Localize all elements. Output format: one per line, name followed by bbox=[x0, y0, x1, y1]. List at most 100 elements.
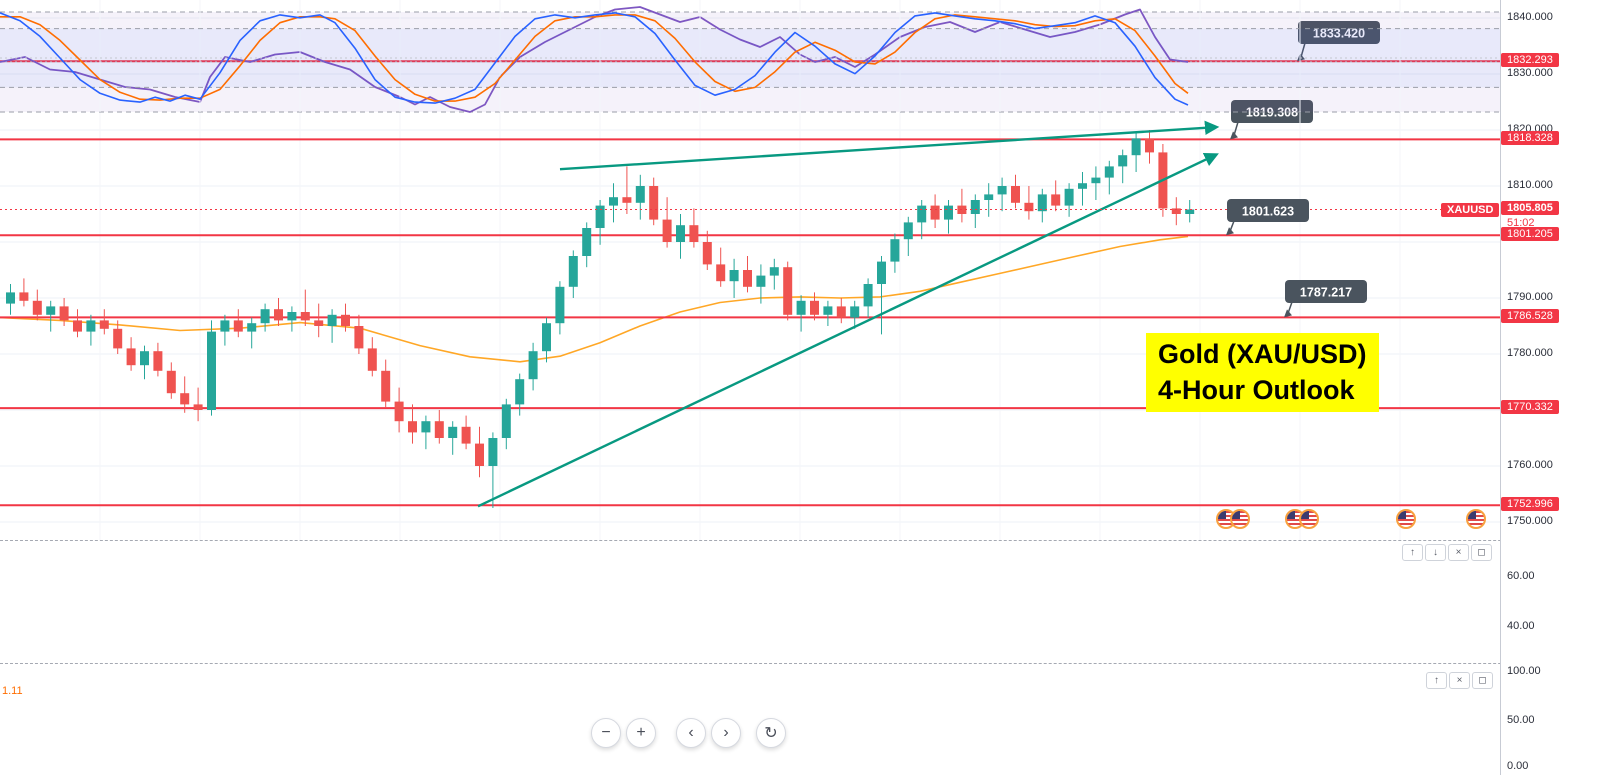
price-callout[interactable]: 1801.623 bbox=[1226, 199, 1309, 236]
price-axis-tick: 1780.000 bbox=[1507, 347, 1553, 359]
candle-up bbox=[1104, 160, 1114, 195]
candle-down bbox=[367, 337, 377, 377]
candle-up bbox=[542, 317, 551, 363]
candle-up bbox=[635, 174, 645, 220]
reset-view-button[interactable]: ↻ bbox=[756, 718, 786, 748]
stoch-value-label: 1.11 bbox=[2, 685, 23, 697]
close-pane-button[interactable]: × bbox=[1449, 672, 1470, 689]
candle-down bbox=[341, 303, 350, 332]
bar-countdown: 51:02 bbox=[1507, 217, 1535, 229]
move-pane-up-button[interactable]: ↑ bbox=[1426, 672, 1447, 689]
candle-up bbox=[1131, 132, 1141, 172]
candle-up bbox=[729, 258, 739, 298]
zoom-in-button[interactable]: + bbox=[626, 718, 656, 748]
economic-event-marker[interactable] bbox=[1466, 509, 1486, 529]
level-price-label: 1786.528 bbox=[1501, 309, 1559, 323]
candle-down bbox=[930, 194, 940, 228]
level-price-label: 1801.205 bbox=[1501, 227, 1559, 241]
trendline[interactable] bbox=[477, 153, 1219, 508]
candle-up bbox=[247, 317, 257, 349]
candle-up bbox=[917, 200, 927, 240]
candle-down bbox=[180, 376, 190, 413]
level-price-label: 1770.332 bbox=[1501, 400, 1559, 414]
candle-up bbox=[997, 177, 1007, 212]
candle-up bbox=[756, 264, 766, 304]
candle-up bbox=[1185, 200, 1195, 223]
economic-event-marker[interactable] bbox=[1216, 509, 1250, 529]
candle-down bbox=[153, 342, 163, 377]
candle-up bbox=[6, 284, 15, 315]
candle-down bbox=[662, 197, 672, 248]
scroll-right-button[interactable]: › bbox=[711, 718, 741, 748]
candle-up bbox=[528, 342, 538, 391]
price-axis-tick: 1790.000 bbox=[1507, 291, 1553, 303]
svg-text:1787.217: 1787.217 bbox=[1300, 286, 1352, 300]
price-scale[interactable]: 1840.000 1830.000 1820.000 1810.000 1790.000… bbox=[1500, 0, 1616, 775]
candle-down bbox=[233, 309, 243, 338]
price-axis-tick: 1840.000 bbox=[1507, 11, 1553, 23]
price-axis-tick: 1810.000 bbox=[1507, 179, 1553, 191]
candle-up bbox=[488, 432, 498, 508]
candle-up bbox=[850, 300, 860, 329]
trendline[interactable] bbox=[559, 120, 1220, 171]
candle-up bbox=[1091, 166, 1101, 200]
candle-down bbox=[1171, 197, 1181, 226]
pane-separator[interactable] bbox=[0, 540, 1616, 541]
scroll-left-button[interactable]: ‹ bbox=[676, 718, 706, 748]
candle-up bbox=[582, 222, 592, 268]
price-callout[interactable]: 1787.217 bbox=[1284, 280, 1367, 318]
candle-down bbox=[810, 292, 819, 321]
move-pane-up-button[interactable]: ↑ bbox=[1402, 544, 1423, 561]
economic-event-marker[interactable] bbox=[1285, 509, 1319, 529]
candle-down bbox=[73, 309, 82, 338]
price-callout[interactable]: 1833.420 bbox=[1297, 21, 1380, 62]
stoch-pane-toolbar: ↑ × ◻ bbox=[1426, 672, 1493, 689]
candle-down bbox=[702, 230, 712, 270]
stochastic-indicator-pane[interactable] bbox=[0, 0, 1500, 112]
annotation-note[interactable]: Gold (XAU/USD) 4-Hour Outlook bbox=[1146, 333, 1379, 413]
maximize-pane-button[interactable]: ◻ bbox=[1471, 544, 1492, 561]
candle-up bbox=[796, 295, 806, 332]
candle-down bbox=[689, 208, 699, 248]
zoom-out-button[interactable]: − bbox=[591, 718, 621, 748]
candle-down bbox=[166, 362, 176, 399]
candle-down bbox=[434, 410, 444, 444]
pane-separator[interactable] bbox=[0, 663, 1616, 664]
candle-down bbox=[59, 298, 69, 326]
candle-down bbox=[394, 387, 404, 433]
candle-down bbox=[1011, 174, 1020, 209]
candle-up bbox=[609, 183, 618, 223]
move-pane-down-button[interactable]: ↓ bbox=[1425, 544, 1446, 561]
candle-up bbox=[501, 398, 511, 450]
maximize-pane-button[interactable]: ◻ bbox=[1472, 672, 1493, 689]
close-pane-button[interactable]: × bbox=[1448, 544, 1469, 561]
candle-down bbox=[1145, 130, 1154, 164]
candle-down bbox=[381, 359, 391, 408]
stoch-axis-tick: 50.00 bbox=[1507, 714, 1535, 726]
price-axis-tick: 1750.000 bbox=[1507, 515, 1553, 527]
candle-down bbox=[743, 256, 752, 293]
candle-up bbox=[448, 421, 458, 455]
candle-up bbox=[515, 373, 525, 416]
candle-up bbox=[823, 300, 833, 326]
candle-up bbox=[595, 200, 605, 245]
candle-down bbox=[113, 320, 123, 354]
candle-up bbox=[207, 320, 216, 416]
price-axis-tick: 1830.000 bbox=[1507, 67, 1553, 79]
candle-up bbox=[877, 256, 886, 335]
candle-down bbox=[716, 247, 726, 287]
rsi-pane-toolbar: ↑ ↓ × ◻ bbox=[1402, 544, 1492, 561]
current-price-axis-label: 1805.805 bbox=[1501, 201, 1559, 215]
symbol-price-flag: XAUUSD bbox=[1441, 203, 1500, 217]
candle-down bbox=[649, 177, 659, 226]
candle-down bbox=[19, 278, 29, 307]
candles bbox=[6, 130, 1195, 508]
rsi-axis-tick: 60.00 bbox=[1507, 570, 1535, 582]
candle-up bbox=[1078, 172, 1087, 206]
economic-event-marker[interactable] bbox=[1396, 509, 1416, 529]
stoch-axis-tick: 100.00 bbox=[1507, 665, 1541, 677]
candle-down bbox=[354, 314, 364, 354]
candle-down bbox=[300, 289, 310, 326]
candle-down bbox=[99, 309, 109, 335]
